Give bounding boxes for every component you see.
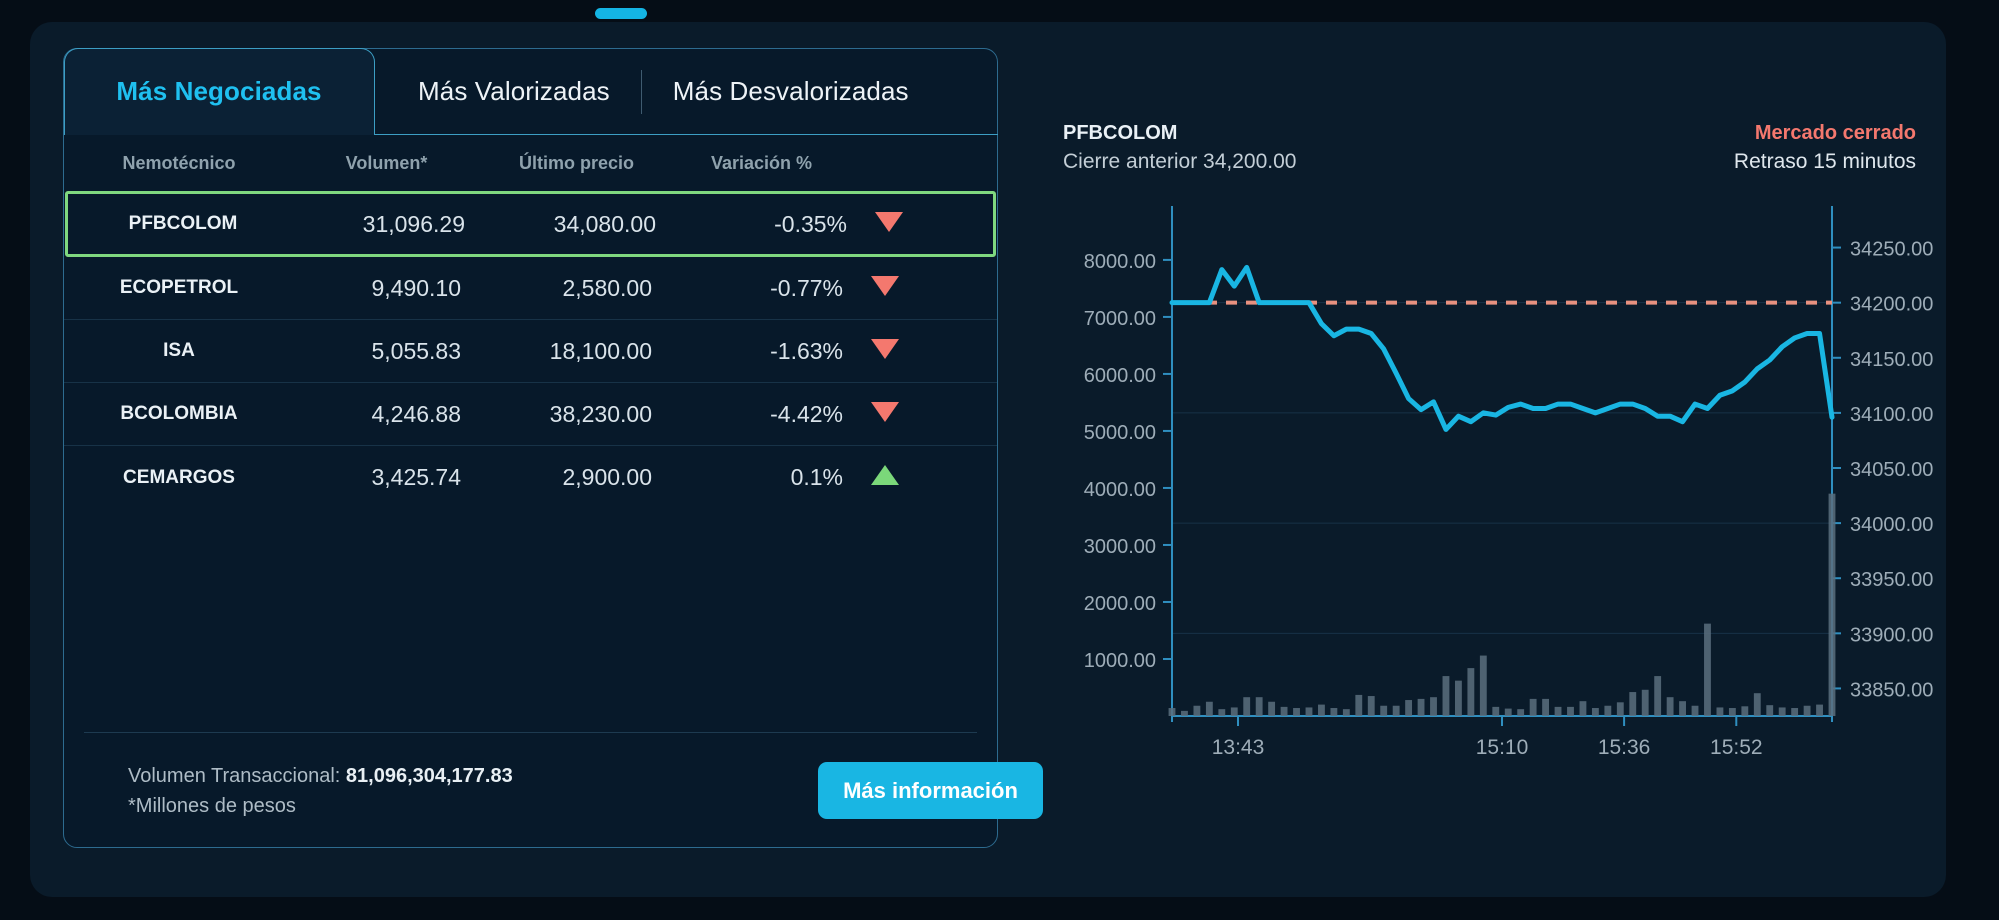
- transactional-volume-label: Volumen Transaccional:: [128, 765, 346, 787]
- cell-direction: [849, 338, 959, 365]
- tab-separator: [640, 69, 642, 114]
- svg-text:34050.00: 34050.00: [1850, 459, 1933, 481]
- chart-previous-close: Cierre anterior 34,200.00: [1063, 150, 1297, 173]
- svg-text:34150.00: 34150.00: [1850, 349, 1933, 371]
- svg-text:33850.00: 33850.00: [1850, 679, 1933, 701]
- arrow-down-icon: [871, 338, 899, 359]
- tab-mas-desvalorizadas[interactable]: Más Desvalorizadas: [672, 76, 909, 106]
- svg-text:15:52: 15:52: [1710, 736, 1763, 759]
- footer-divider: [84, 732, 977, 733]
- footer-info: Volumen Transaccional: 81,096,304,177.83…: [128, 761, 513, 821]
- stocks-table: Nemotécnico Volumen* Último precio Varia…: [64, 135, 997, 509]
- svg-text:13:43: 13:43: [1212, 736, 1265, 759]
- cell-price: 38,230.00: [549, 400, 652, 427]
- arrow-down-icon: [875, 211, 903, 232]
- svg-text:15:36: 15:36: [1598, 736, 1651, 759]
- transactional-volume-line: Volumen Transaccional: 81,096,304,177.83: [128, 761, 513, 791]
- column-header-price: Último precio: [518, 152, 634, 173]
- table-row[interactable]: CEMARGOS 3,425.74 2,900.00 0.1%: [64, 446, 997, 509]
- table-header-row: Nemotécnico Volumen* Último precio Varia…: [64, 135, 997, 191]
- tab-underline: [375, 134, 998, 135]
- top-handle-nub: [595, 8, 647, 19]
- table-row[interactable]: BCOLOMBIA 4,246.88 38,230.00 -4.42%: [64, 383, 997, 446]
- transactional-volume-value: 81,096,304,177.83: [345, 765, 513, 787]
- svg-text:8000.00: 8000.00: [1084, 251, 1156, 273]
- cell-price: 18,100.00: [549, 337, 652, 364]
- cell-price: 2,900.00: [562, 464, 652, 490]
- tab-mas-negociadas[interactable]: Más Negociadas: [116, 76, 322, 106]
- svg-text:15:10: 15:10: [1476, 736, 1529, 759]
- price-volume-chart[interactable]: 1000.00 2000.00 3000.00 4000.00 5000.00 6000.…: [1030, 174, 1976, 794]
- chart-panel: PFBCOLOM Cierre anterior 34,200.00 Merca…: [1030, 102, 1976, 802]
- cell-symbol: ECOPETROL: [119, 277, 239, 298]
- tab-mas-valorizadas[interactable]: Más Valorizadas: [418, 76, 610, 106]
- mas-informacion-button[interactable]: Más información: [818, 762, 1043, 819]
- table-row[interactable]: ISA 5,055.83 18,100.00 -1.63%: [64, 320, 997, 383]
- table-row[interactable]: ECOPETROL 9,490.10 2,580.00 -0.77%: [64, 257, 997, 320]
- cell-direction: [849, 275, 959, 302]
- svg-text:2000.00: 2000.00: [1084, 593, 1156, 615]
- chart-symbol: PFBCOLOM: [1063, 122, 1178, 144]
- cell-volume: 9,490.10: [371, 274, 461, 301]
- stocks-panel: Más Negociadas Más Valorizadas Más Desva…: [63, 48, 1043, 848]
- svg-text:3000.00: 3000.00: [1084, 536, 1156, 558]
- svg-text:34200.00: 34200.00: [1850, 294, 1933, 316]
- cell-symbol: CEMARGOS: [123, 466, 235, 488]
- cell-variation: 0.1%: [790, 464, 843, 490]
- units-note: *Millones de pesos: [128, 795, 296, 817]
- cell-volume: 31,096.29: [362, 210, 465, 237]
- table-row[interactable]: PFBCOLOM 31,096.29 34,080.00 -0.35%: [65, 191, 996, 257]
- svg-text:34100.00: 34100.00: [1850, 404, 1933, 426]
- chart-delay-note: Retraso 15 minutos: [1733, 150, 1916, 173]
- svg-text:5000.00: 5000.00: [1084, 422, 1156, 444]
- svg-text:33900.00: 33900.00: [1850, 624, 1933, 646]
- cell-symbol: BCOLOMBIA: [120, 403, 238, 424]
- widget-card: Más Negociadas Más Valorizadas Más Desva…: [30, 22, 1946, 897]
- svg-text:33950.00: 33950.00: [1850, 569, 1933, 591]
- cell-symbol: ISA: [163, 340, 195, 361]
- cell-volume: 4,246.88: [371, 400, 461, 427]
- cell-volume: 5,055.83: [371, 337, 461, 364]
- cell-variation: -0.77%: [770, 274, 843, 301]
- cell-symbol: PFBCOLOM: [128, 213, 238, 234]
- cell-variation: -0.35%: [774, 210, 847, 237]
- column-header-variation: Variación %: [710, 152, 813, 173]
- cell-price: 2,580.00: [562, 274, 652, 301]
- tab-bar: Más Negociadas Más Valorizadas Más Desva…: [64, 48, 999, 135]
- cell-variation: -4.42%: [770, 400, 843, 427]
- arrow-down-icon: [871, 401, 899, 422]
- market-status-badge: Mercado cerrado: [1754, 122, 1916, 144]
- tab-mas-negociadas-frame: [64, 48, 375, 135]
- cell-volume: 3,425.74: [371, 464, 461, 490]
- column-header-symbol: Nemotécnico: [122, 152, 236, 173]
- svg-text:6000.00: 6000.00: [1084, 365, 1156, 387]
- arrow-down-icon: [871, 275, 899, 296]
- cell-direction: [849, 464, 959, 491]
- svg-text:34000.00: 34000.00: [1850, 514, 1933, 536]
- arrow-up-icon: [871, 465, 899, 485]
- svg-text:1000.00: 1000.00: [1084, 650, 1156, 672]
- svg-text:7000.00: 7000.00: [1084, 308, 1156, 330]
- column-header-volume: Volumen*: [345, 152, 428, 173]
- cell-direction: [849, 401, 959, 428]
- cell-price: 34,080.00: [553, 210, 656, 237]
- svg-text:34250.00: 34250.00: [1850, 239, 1933, 261]
- cell-variation: -1.63%: [770, 337, 843, 364]
- cell-direction: [853, 211, 963, 238]
- svg-text:4000.00: 4000.00: [1084, 479, 1156, 501]
